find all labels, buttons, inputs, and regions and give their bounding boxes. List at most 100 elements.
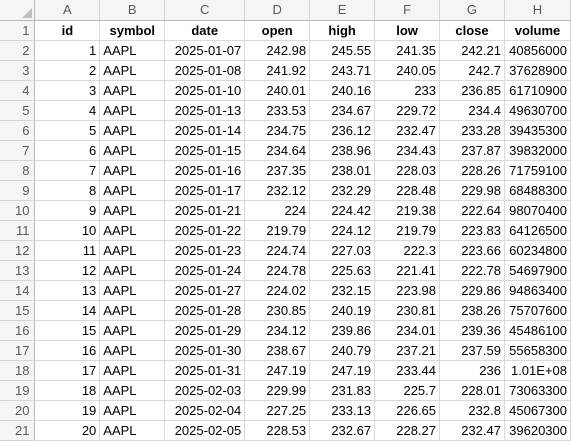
cell-high[interactable]: 238.01 xyxy=(309,160,376,181)
cell-symbol[interactable]: AAPL xyxy=(99,220,166,241)
cell-symbol[interactable]: AAPL xyxy=(99,180,166,201)
cell-date[interactable]: 2025-01-13 xyxy=(164,100,246,121)
cell-date[interactable]: 2025-02-05 xyxy=(164,420,246,441)
cell-volume[interactable]: 61710900 xyxy=(504,80,571,101)
row-header[interactable]: 12 xyxy=(0,240,36,261)
cell-open[interactable]: 228.53 xyxy=(244,420,311,441)
cell-close[interactable]: 223.66 xyxy=(439,240,505,261)
cell-id[interactable]: 19 xyxy=(34,400,101,421)
cell-date[interactable]: 2025-01-23 xyxy=(164,240,246,261)
cell-date[interactable]: 2025-01-16 xyxy=(164,160,246,181)
cell-low[interactable]: 226.65 xyxy=(374,400,441,421)
cell-low[interactable]: 221.41 xyxy=(374,260,441,281)
cell-close[interactable]: 229.86 xyxy=(439,280,505,301)
cell-id[interactable]: 5 xyxy=(34,120,101,141)
cell-low[interactable]: 241.35 xyxy=(374,40,441,61)
row-header[interactable]: 8 xyxy=(0,160,36,181)
cell-date[interactable]: 2025-01-07 xyxy=(164,40,246,61)
header-cell-close[interactable]: close xyxy=(439,20,505,41)
cell-open[interactable]: 232.12 xyxy=(244,180,311,201)
row-header[interactable]: 21 xyxy=(0,420,36,441)
cell-open[interactable]: 240.01 xyxy=(244,80,311,101)
cell-id[interactable]: 8 xyxy=(34,180,101,201)
cell-close[interactable]: 232.47 xyxy=(439,420,505,441)
cell-volume[interactable]: 55658300 xyxy=(504,340,571,361)
cell-high[interactable]: 224.12 xyxy=(309,220,376,241)
cell-high[interactable]: 238.96 xyxy=(309,140,376,161)
column-header-f[interactable]: F xyxy=(374,0,441,21)
cell-volume[interactable]: 94863400 xyxy=(504,280,571,301)
cell-symbol[interactable]: AAPL xyxy=(99,320,166,341)
cell-date[interactable]: 2025-01-24 xyxy=(164,260,246,281)
header-cell-id[interactable]: id xyxy=(34,20,101,41)
cell-open[interactable]: 242.98 xyxy=(244,40,311,61)
cell-open[interactable]: 233.53 xyxy=(244,100,311,121)
cell-date[interactable]: 2025-01-14 xyxy=(164,120,246,141)
cell-high[interactable]: 234.67 xyxy=(309,100,376,121)
cell-date[interactable]: 2025-01-27 xyxy=(164,280,246,301)
header-cell-low[interactable]: low xyxy=(374,20,441,41)
cell-id[interactable]: 6 xyxy=(34,140,101,161)
cell-low[interactable]: 233 xyxy=(374,80,441,101)
cell-close[interactable]: 236.85 xyxy=(439,80,505,101)
cell-date[interactable]: 2025-02-03 xyxy=(164,380,246,401)
cell-symbol[interactable]: AAPL xyxy=(99,260,166,281)
cell-volume[interactable]: 98070400 xyxy=(504,200,571,221)
cell-low[interactable]: 237.21 xyxy=(374,340,441,361)
select-all-button[interactable] xyxy=(0,0,36,21)
cell-open[interactable]: 224.78 xyxy=(244,260,311,281)
cell-close[interactable]: 242.7 xyxy=(439,60,505,81)
cell-volume[interactable]: 73063300 xyxy=(504,380,571,401)
cell-high[interactable]: 239.86 xyxy=(309,320,376,341)
cell-id[interactable]: 18 xyxy=(34,380,101,401)
cell-low[interactable]: 219.38 xyxy=(374,200,441,221)
row-header[interactable]: 7 xyxy=(0,140,36,161)
cell-volume[interactable]: 37628900 xyxy=(504,60,571,81)
column-header-e[interactable]: E xyxy=(309,0,376,21)
cell-symbol[interactable]: AAPL xyxy=(99,360,166,381)
cell-id[interactable]: 15 xyxy=(34,320,101,341)
cell-symbol[interactable]: AAPL xyxy=(99,120,166,141)
cell-symbol[interactable]: AAPL xyxy=(99,140,166,161)
cell-date[interactable]: 2025-01-08 xyxy=(164,60,246,81)
cell-high[interactable]: 232.29 xyxy=(309,180,376,201)
cell-close[interactable]: 236 xyxy=(439,360,505,381)
cell-symbol[interactable]: AAPL xyxy=(99,380,166,401)
cell-date[interactable]: 2025-01-10 xyxy=(164,80,246,101)
cell-open[interactable]: 227.25 xyxy=(244,400,311,421)
cell-id[interactable]: 10 xyxy=(34,220,101,241)
cell-id[interactable]: 7 xyxy=(34,160,101,181)
cell-id[interactable]: 11 xyxy=(34,240,101,261)
cell-volume[interactable]: 1.01E+08 xyxy=(504,360,571,381)
column-header-b[interactable]: B xyxy=(99,0,166,21)
cell-high[interactable]: 236.12 xyxy=(309,120,376,141)
row-header[interactable]: 18 xyxy=(0,360,36,381)
cell-volume[interactable]: 64126500 xyxy=(504,220,571,241)
row-header[interactable]: 5 xyxy=(0,100,36,121)
cell-volume[interactable]: 75707600 xyxy=(504,300,571,321)
cell-id[interactable]: 12 xyxy=(34,260,101,281)
cell-close[interactable]: 228.01 xyxy=(439,380,505,401)
header-cell-volume[interactable]: volume xyxy=(504,20,571,41)
column-header-d[interactable]: D xyxy=(244,0,311,21)
cell-low[interactable]: 228.03 xyxy=(374,160,441,181)
cell-close[interactable]: 237.59 xyxy=(439,340,505,361)
header-cell-date[interactable]: date xyxy=(164,20,246,41)
cell-high[interactable]: 243.71 xyxy=(309,60,376,81)
cell-id[interactable]: 17 xyxy=(34,360,101,381)
cell-symbol[interactable]: AAPL xyxy=(99,280,166,301)
cell-high[interactable]: 232.15 xyxy=(309,280,376,301)
cell-close[interactable]: 229.98 xyxy=(439,180,505,201)
header-cell-high[interactable]: high xyxy=(309,20,376,41)
cell-date[interactable]: 2025-01-28 xyxy=(164,300,246,321)
cell-symbol[interactable]: AAPL xyxy=(99,80,166,101)
cell-open[interactable]: 219.79 xyxy=(244,220,311,241)
cell-close[interactable]: 239.36 xyxy=(439,320,505,341)
cell-high[interactable]: 247.19 xyxy=(309,360,376,381)
cell-low[interactable]: 225.7 xyxy=(374,380,441,401)
cell-open[interactable]: 238.67 xyxy=(244,340,311,361)
row-header[interactable]: 9 xyxy=(0,180,36,201)
cell-high[interactable]: 240.16 xyxy=(309,80,376,101)
cell-volume[interactable]: 60234800 xyxy=(504,240,571,261)
column-header-a[interactable]: A xyxy=(34,0,101,21)
